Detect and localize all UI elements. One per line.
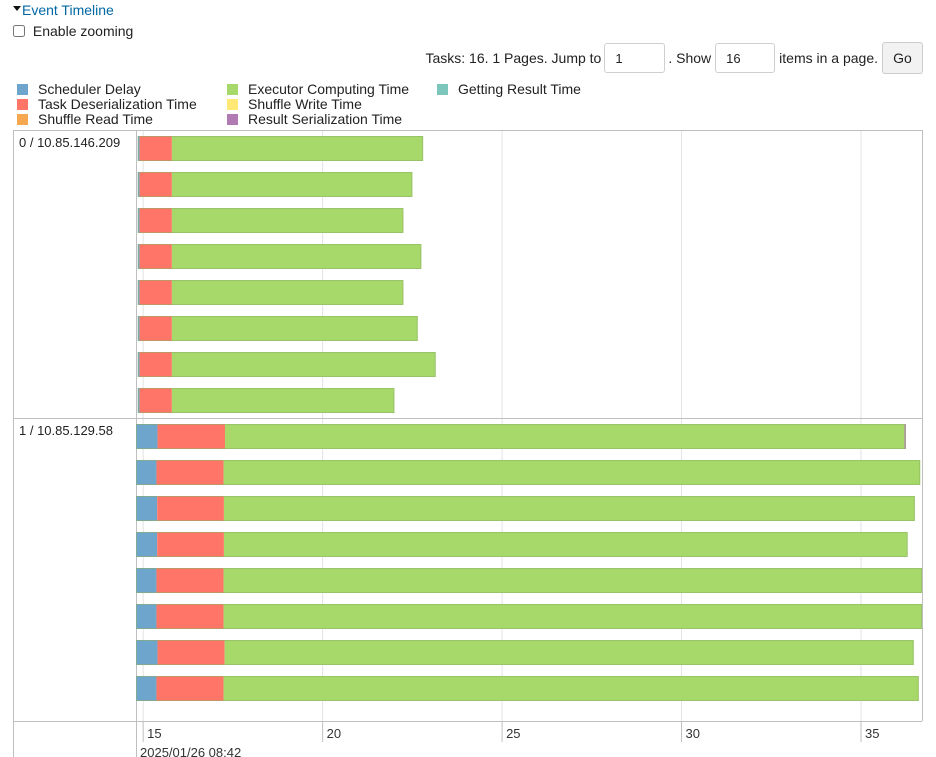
task-bar-segment	[223, 496, 915, 521]
x-axis-date-label: 2025/01/26 08:42	[140, 745, 241, 757]
task-bar-outline	[137, 208, 404, 233]
legend-swatch	[17, 114, 28, 125]
legend-swatch	[437, 84, 448, 95]
task-bar-segment	[223, 676, 919, 701]
task-bar-outline	[136, 496, 915, 521]
legend-label: Shuffle Write Time	[248, 96, 362, 112]
task-bar-segment	[139, 208, 172, 233]
task-bar-segment	[223, 604, 922, 629]
task-bar-outline	[137, 388, 395, 413]
legend-swatch	[227, 114, 238, 125]
task-bar-segment	[157, 640, 225, 665]
task-bar-segment	[157, 424, 226, 449]
task-bar-outline	[136, 676, 919, 701]
legend-label: Shuffle Read Time	[38, 111, 153, 127]
task-bar-segment	[139, 280, 172, 305]
executor-label: 1 / 10.85.129.58	[19, 423, 113, 438]
task-bar-segment	[139, 352, 172, 377]
task-bar-outline	[137, 280, 404, 305]
enable-zooming-label: Enable zooming	[32, 23, 134, 39]
legend-item-shuffle-read: Shuffle Read Time	[17, 112, 153, 127]
legend-label: Task Deserialization Time	[38, 96, 197, 112]
legend-label: Getting Result Time	[458, 81, 581, 97]
expanded-arrow-icon	[13, 5, 21, 11]
legend-swatch	[17, 99, 28, 110]
task-bar-segment	[157, 496, 224, 521]
task-bar-segment	[156, 568, 224, 593]
legend-item-getting-result: Getting Result Time	[437, 82, 581, 97]
task-bar-segment	[171, 172, 413, 197]
tasks-summary-text: Tasks: 16. 1 Pages. Jump to	[425, 50, 602, 66]
task-bar-segment	[171, 352, 436, 377]
task-bar-segment	[139, 136, 172, 161]
pagination-bar: Tasks: 16. 1 Pages. Jump to 1 . Show 16 …	[425, 42, 923, 74]
legend-item-result-serialization: Result Serialization Time	[227, 112, 402, 127]
legend-swatch	[17, 84, 28, 95]
legend-item-scheduler-delay: Scheduler Delay	[17, 82, 141, 97]
task-bar-segment	[225, 424, 905, 449]
page-size-input[interactable]: 16	[715, 43, 776, 73]
event-timeline-toggle[interactable]: Event Timeline	[13, 2, 114, 18]
legend-label: Executor Computing Time	[248, 81, 410, 97]
x-tick-label: 20	[327, 726, 341, 741]
task-bar-outline	[136, 460, 921, 485]
task-bar-segment	[139, 388, 172, 413]
task-bar-outline	[137, 136, 424, 161]
task-bar-segment	[171, 208, 404, 233]
task-bar-segment	[136, 640, 158, 665]
legend-swatch	[227, 84, 238, 95]
task-bar-outline	[137, 316, 418, 341]
legend-item-executor-computing: Executor Computing Time	[227, 82, 409, 97]
task-bar-segment	[136, 460, 157, 485]
task-bar-segment	[136, 424, 158, 449]
task-bar-segment	[139, 244, 172, 269]
task-bar-segment	[136, 676, 157, 701]
task-bar-segment	[136, 496, 158, 521]
legend-label: Result Serialization Time	[248, 111, 403, 127]
page-number-input[interactable]: 1	[604, 43, 666, 73]
items-per-page-text: items in a page.	[779, 50, 878, 66]
task-bar-outline	[136, 532, 908, 557]
task-bar-segment	[156, 460, 224, 485]
x-tick-label: 35	[865, 726, 879, 741]
x-tick-label: 15	[147, 726, 161, 741]
legend-item-shuffle-write: Shuffle Write Time	[227, 97, 362, 112]
task-bar-segment	[171, 316, 418, 341]
task-bar-segment	[171, 244, 422, 269]
show-text: . Show	[668, 50, 712, 66]
task-bar-outline	[137, 352, 436, 377]
task-bar-segment	[223, 460, 921, 485]
task-bar-outline	[137, 172, 413, 197]
task-bar-segment	[171, 280, 404, 305]
task-bar-segment	[156, 604, 224, 629]
task-bar-segment	[136, 568, 157, 593]
task-bar-segment	[139, 172, 172, 197]
task-bar-outline	[136, 568, 922, 593]
task-bar-outline	[136, 424, 906, 449]
task-bar-segment	[224, 640, 914, 665]
task-bar-segment	[139, 316, 172, 341]
legend-label: Scheduler Delay	[38, 81, 141, 97]
x-tick-label: 30	[686, 726, 700, 741]
task-bar-segment	[157, 532, 224, 557]
executor-label: 0 / 10.85.146.209	[19, 135, 120, 150]
legend-item-task-deserialization: Task Deserialization Time	[17, 97, 197, 112]
task-bar-segment	[171, 388, 395, 413]
task-bar-outline	[136, 604, 922, 629]
enable-zooming-row: Enable zooming	[13, 22, 133, 40]
enable-zooming-checkbox[interactable]	[13, 25, 25, 37]
legend-swatch	[227, 99, 238, 110]
task-bar-segment	[136, 604, 157, 629]
task-bar-outline	[137, 244, 422, 269]
task-bar-outline	[136, 640, 914, 665]
task-bar-segment	[223, 568, 922, 593]
event-timeline-title: Event Timeline	[22, 2, 114, 18]
task-bar-segment	[136, 532, 158, 557]
task-bar-segment	[223, 532, 908, 557]
go-button[interactable]: Go	[882, 42, 923, 74]
x-tick-label: 25	[506, 726, 520, 741]
task-bar-segment	[156, 676, 224, 701]
task-bar-segment	[171, 136, 424, 161]
